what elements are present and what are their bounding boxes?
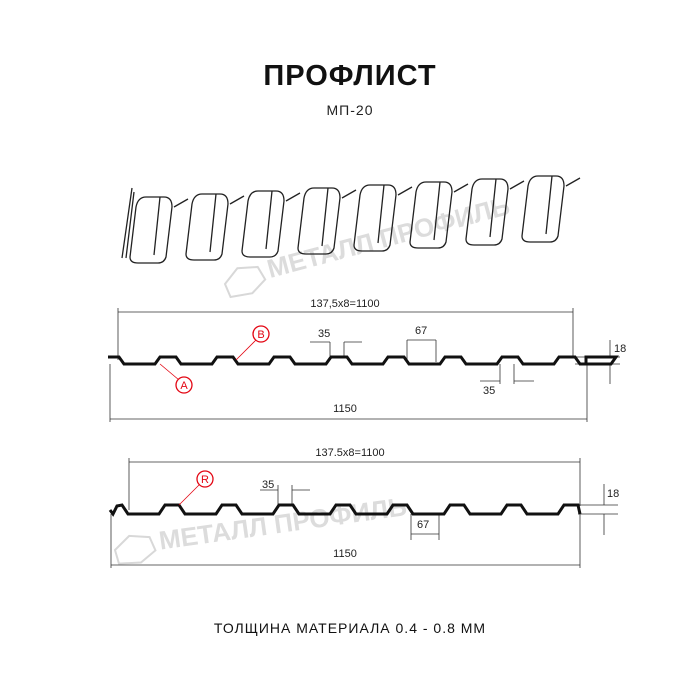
profile-2: 137.5x8=1100 1150 35 67 18 R (108, 447, 619, 568)
marker-a-label: A (180, 380, 188, 392)
sheet-rib (521, 175, 565, 243)
sheet-rib (185, 193, 229, 261)
rib-base-label: 67 (415, 325, 427, 337)
sheet-rib-edge (433, 181, 469, 241)
page-title: ПРОФЛИСТ (263, 60, 437, 92)
sheet-rib-edge (489, 178, 525, 238)
sheet-rib (129, 196, 173, 264)
top-width-label: 35 (262, 479, 274, 491)
sheet-rib-edge (265, 190, 301, 250)
sheet-rib (409, 181, 453, 249)
sheet-rib-edge (153, 196, 189, 256)
width-label: 1150 (333, 548, 357, 560)
height-label: 18 (614, 343, 626, 355)
marker-r (196, 470, 214, 488)
width-label: 1150 (333, 403, 357, 415)
sheet-rib-edge (377, 184, 413, 244)
watermark-logo-icon (223, 265, 267, 299)
profile-1-line (108, 355, 619, 366)
page-subtitle: МП-20 (326, 102, 374, 118)
pitch-label: 137,5x8=1100 (310, 298, 379, 310)
top-width-label: 35 (318, 328, 330, 340)
rib-base-label: 67 (417, 519, 429, 531)
profile-2-line (108, 503, 582, 517)
watermark-text: МЕТАЛЛ ПРОФИЛЬ (264, 190, 513, 284)
marker-r-label: R (201, 474, 209, 486)
marker-b (252, 325, 270, 343)
sheet-rib (297, 187, 341, 255)
sheet-rib-edge (545, 175, 581, 235)
height-label: 18 (607, 488, 619, 500)
watermark-logo-icon (113, 534, 157, 565)
sheet-rib-edge (209, 193, 245, 253)
sheet-3d-view (121, 175, 581, 264)
sheet-rib (353, 184, 397, 252)
pitch-label: 137.5x8=1100 (315, 447, 384, 459)
watermark-2: МЕТАЛЛ ПРОФИЛЬ (113, 491, 409, 565)
watermark-text: МЕТАЛЛ ПРОФИЛЬ (157, 491, 409, 555)
sheet-end (121, 187, 135, 259)
marker-b-label: B (257, 329, 264, 341)
sheet-rib (465, 178, 509, 246)
marker-a (175, 376, 193, 394)
profile-1: 137,5x8=1100 1150 35 67 35 18 A B (108, 298, 626, 422)
bottom-width-label: 35 (483, 385, 495, 397)
material-thickness-note: ТОЛЩИНА МАТЕРИАЛА 0.4 - 0.8 ММ (213, 620, 487, 636)
sheet-rib (241, 190, 285, 258)
sheet-rib-edge (321, 187, 357, 247)
